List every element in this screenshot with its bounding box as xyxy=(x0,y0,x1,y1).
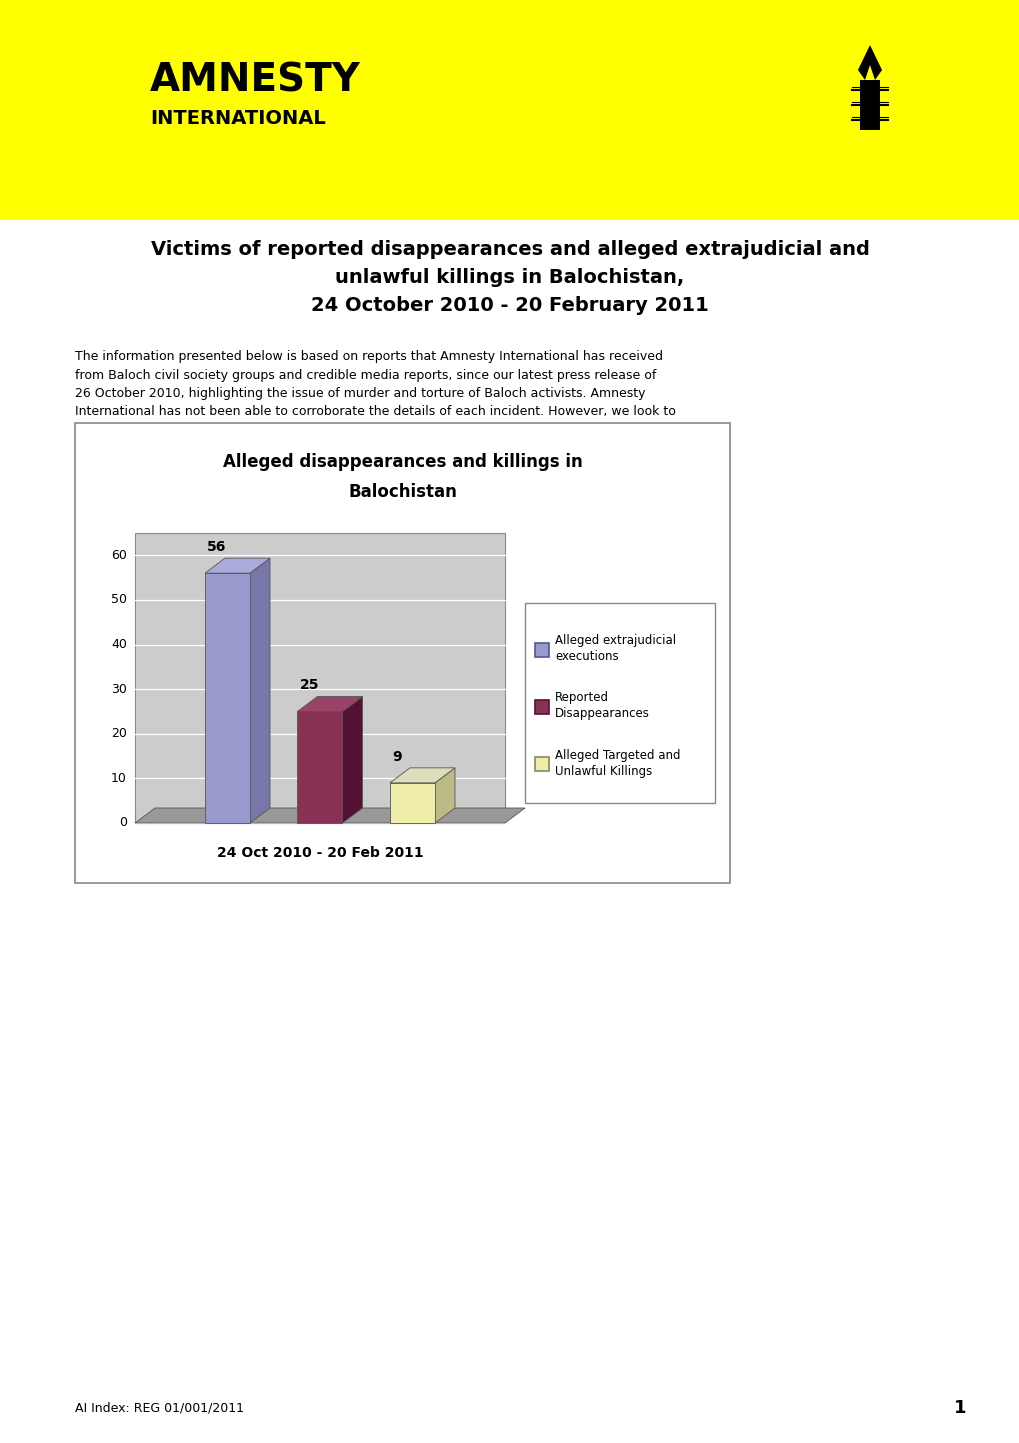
Text: 30: 30 xyxy=(111,683,127,696)
Bar xyxy=(535,700,548,714)
Bar xyxy=(298,711,342,823)
Text: Alleged extrajudicial
executions: Alleged extrajudicial executions xyxy=(554,635,676,664)
Text: Balochistan: Balochistan xyxy=(347,483,457,501)
Text: 1: 1 xyxy=(953,1400,965,1417)
Polygon shape xyxy=(205,558,270,573)
Polygon shape xyxy=(857,45,881,79)
Polygon shape xyxy=(434,768,454,823)
Text: 9: 9 xyxy=(391,750,401,763)
Bar xyxy=(535,758,548,771)
Text: 40: 40 xyxy=(111,638,127,651)
Text: 25: 25 xyxy=(300,678,319,693)
Polygon shape xyxy=(135,808,525,823)
Text: 24 October 2010 - 20 February 2011: 24 October 2010 - 20 February 2011 xyxy=(311,296,708,315)
Text: Reported
Disappearances: Reported Disappearances xyxy=(554,691,649,720)
Bar xyxy=(389,784,434,823)
Text: 56: 56 xyxy=(207,540,226,554)
Text: 50: 50 xyxy=(111,593,127,606)
Text: The emerging trends of alleged human rights violations in Balochistan are distur: The emerging trends of alleged human rig… xyxy=(75,556,678,623)
Text: Victims of reported disappearances and alleged extrajudicial and: Victims of reported disappearances and a… xyxy=(151,240,868,258)
Bar xyxy=(525,603,714,802)
Polygon shape xyxy=(389,768,454,784)
Bar xyxy=(75,423,730,883)
Text: 10: 10 xyxy=(111,772,127,785)
Text: The information presented below is based on reports that Amnesty International h: The information presented below is based… xyxy=(75,351,676,456)
Text: Alleged disappearances and killings in: Alleged disappearances and killings in xyxy=(222,453,582,470)
Bar xyxy=(0,0,1019,219)
Text: 20: 20 xyxy=(111,727,127,740)
Text: 60: 60 xyxy=(111,548,127,561)
Text: AMNESTY: AMNESTY xyxy=(150,61,361,100)
Text: AI Index: REG 01/001/2011: AI Index: REG 01/001/2011 xyxy=(75,1401,244,1414)
Text: unlawful killings in Balochistan,: unlawful killings in Balochistan, xyxy=(335,268,684,287)
Bar xyxy=(135,532,504,823)
Text: Alleged Targeted and
Unlawful Killings: Alleged Targeted and Unlawful Killings xyxy=(554,749,680,778)
Bar xyxy=(535,642,548,657)
Text: 0: 0 xyxy=(119,817,127,830)
Bar xyxy=(859,79,879,130)
Text: 24 Oct 2010 - 20 Feb 2011: 24 Oct 2010 - 20 Feb 2011 xyxy=(216,846,423,860)
Polygon shape xyxy=(250,558,270,823)
Bar xyxy=(205,573,250,823)
Polygon shape xyxy=(342,697,362,823)
Polygon shape xyxy=(298,697,362,711)
Text: INTERNATIONAL: INTERNATIONAL xyxy=(150,108,325,127)
